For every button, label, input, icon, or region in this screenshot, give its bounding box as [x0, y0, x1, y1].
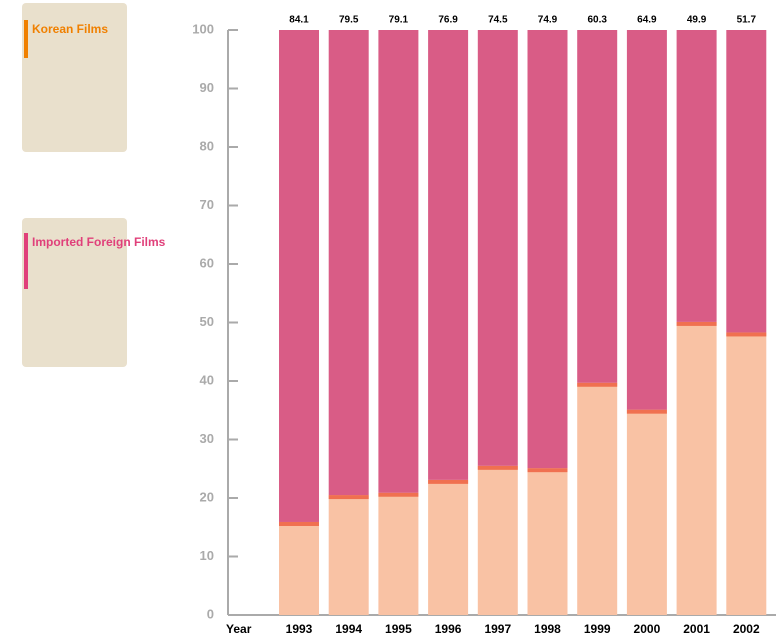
bar-segment [328, 495, 369, 615]
y-tick-label: 30 [200, 431, 214, 446]
value-label: 64.9 [637, 15, 657, 26]
x-tick-label: 1997 [484, 622, 511, 636]
x-axis-label: Year [226, 622, 252, 636]
y-tick-label: 90 [200, 80, 214, 95]
legend-swatch [24, 20, 28, 58]
legend-box [22, 218, 127, 367]
y-tick-label: 40 [200, 372, 214, 387]
segment-edge [428, 479, 469, 484]
value-label: 74.9 [538, 15, 558, 26]
x-tick-label: 1996 [435, 622, 462, 636]
value-label: 49.9 [687, 15, 707, 26]
bar-segment [477, 30, 518, 466]
x-tick-label: 1995 [385, 622, 412, 636]
bar-segment [726, 30, 767, 333]
bar-segment [378, 492, 419, 615]
x-tick-label: 1993 [286, 622, 313, 636]
segment-edge [726, 332, 767, 337]
x-tick-label: 2001 [683, 622, 710, 636]
legend-label: Korean Films [32, 22, 108, 36]
y-tick-label: 70 [200, 197, 214, 212]
segment-edge [626, 409, 667, 414]
bar-segment [428, 479, 469, 615]
bar-segment [676, 30, 717, 322]
y-tick-label: 20 [200, 489, 214, 504]
segment-edge [527, 468, 568, 473]
value-label: 74.5 [488, 15, 508, 26]
y-tick-label: 80 [200, 138, 214, 153]
y-tick-label: 60 [200, 255, 214, 270]
bar-segment [527, 30, 568, 469]
value-label: 51.7 [737, 15, 757, 26]
bar-segment [577, 382, 618, 615]
segment-edge [279, 521, 319, 526]
y-tick-label: 100 [192, 21, 214, 36]
value-label: 79.5 [339, 15, 359, 26]
bar-segment [378, 30, 419, 493]
bar-segment [477, 465, 518, 615]
value-label: 84.1 [289, 15, 309, 26]
bar-segment [626, 30, 667, 410]
bar-segment [726, 332, 767, 615]
x-tick-label: 1999 [584, 622, 611, 636]
x-tick-label: 2000 [634, 622, 661, 636]
legend: Korean Films Imported Foreign Films [22, 3, 166, 367]
legend-label: Imported Foreign Films [32, 235, 166, 249]
bar-segment [279, 521, 319, 615]
segment-edge [577, 382, 618, 387]
value-label: 60.3 [587, 15, 607, 26]
segment-edge [328, 495, 369, 500]
segment-edge [477, 465, 518, 470]
bar-segment [328, 30, 369, 496]
bar-segment [527, 468, 568, 615]
segment-edge [378, 492, 419, 497]
value-label: 79.1 [389, 15, 409, 26]
segment-edge [676, 321, 717, 326]
bar-segment [676, 321, 717, 615]
value-label: 76.9 [438, 15, 458, 26]
y-tick-label: 10 [200, 548, 214, 563]
legend-box [22, 3, 127, 152]
x-tick-label: 1994 [335, 622, 362, 636]
y-tick-label: 0 [207, 606, 214, 621]
x-tick-label: 1998 [534, 622, 561, 636]
bar-segment [279, 30, 319, 522]
bar-segment [577, 30, 618, 383]
legend-swatch [24, 233, 28, 289]
bar-segment [626, 409, 667, 615]
y-tick-label: 50 [200, 314, 214, 329]
bar-segment [428, 30, 469, 480]
x-tick-label: 2002 [733, 622, 760, 636]
